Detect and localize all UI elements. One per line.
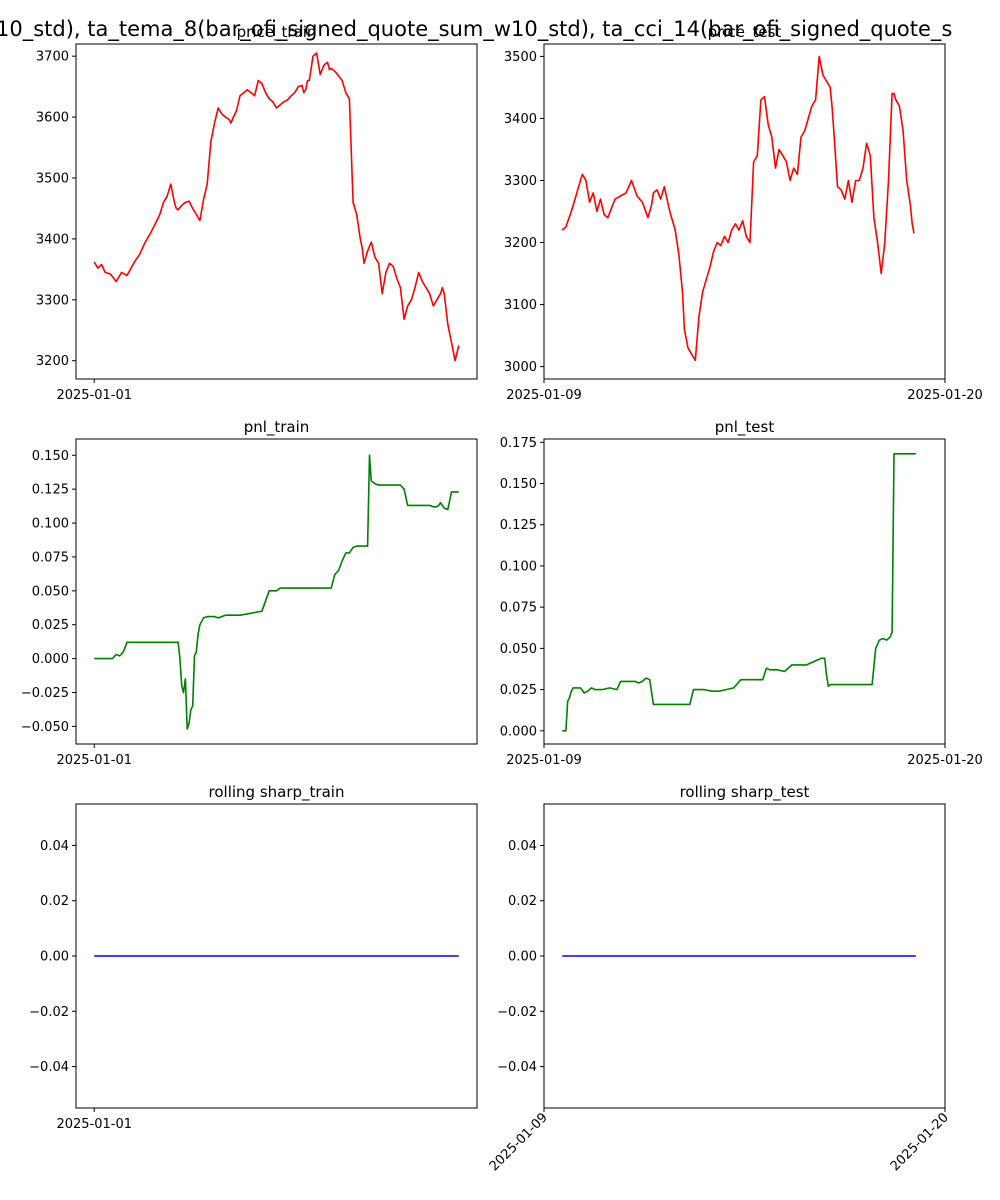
y-tick-label: 0.000 (32, 652, 69, 667)
y-tick-label: 0.04 (508, 839, 537, 854)
y-tick-label: −0.04 (29, 1060, 69, 1075)
figure-suptitle: 10_std), ta_tema_8(bar_ofi_signed_quote_… (0, 17, 1000, 51)
series-line-price_test-0 (561, 55, 915, 362)
x-tick-label: 2025-01-01 (56, 753, 132, 768)
y-tick-label: 3200 (36, 354, 69, 369)
y-tick-label: −0.025 (21, 686, 69, 701)
y-tick-label: 0.125 (500, 518, 537, 533)
y-tick-label: 3500 (504, 50, 537, 65)
series-line-pnl_train-0 (94, 454, 459, 730)
y-tick-label: −0.02 (29, 1005, 69, 1020)
x-tick-label: 2025-01-20 (907, 388, 983, 403)
x-tick-label: 2025-01-20 (888, 1110, 952, 1174)
y-tick-label: 0.04 (40, 839, 69, 854)
subplot-pnl_test: pnl_test 0.000 0.025 0.050 0.075 0.100 0.125 0.… (500, 418, 983, 768)
x-tick-label: 2025-01-09 (506, 388, 582, 403)
y-tick-label: 3300 (504, 174, 537, 189)
series-line-price_train-0 (93, 52, 460, 362)
y-tick-label: 3400 (504, 112, 537, 127)
y-tick-label: 0.150 (32, 449, 69, 464)
y-tick-label: 0.000 (500, 724, 537, 739)
y-tick-label: 0.050 (500, 642, 537, 657)
x-tick-label: 2025-01-01 (56, 388, 132, 403)
y-tick-label: 0.175 (500, 436, 537, 451)
axes-frame (543, 43, 946, 380)
y-tick-label: 0.125 (32, 483, 69, 498)
x-tick-label: 2025-01-01 (56, 1117, 132, 1132)
y-tick-label: −0.050 (21, 720, 69, 735)
y-tick-label: 3100 (504, 298, 537, 313)
axes-frame (75, 43, 478, 380)
subplot-title: pnl_test (715, 418, 775, 437)
subplot-title: price_train (237, 23, 317, 42)
y-tick-label: 0.02 (40, 894, 69, 909)
axes-frame (543, 438, 946, 745)
y-tick-label: 0.02 (508, 894, 537, 909)
y-tick-label: 0.00 (40, 950, 69, 965)
y-tick-label: 0.150 (500, 477, 537, 492)
y-tick-label: 3400 (36, 232, 69, 247)
subplot-rolling_sharp_train: rolling sharp_train −0.04 −0.02 0.00 0.02 0.0… (29, 783, 478, 1132)
x-tick-label: 2025-01-09 (487, 1110, 551, 1174)
x-tick-label: 2025-01-20 (907, 753, 983, 768)
x-tick-label: 2025-01-09 (506, 753, 582, 768)
subplot-title: rolling sharp_test (680, 783, 810, 802)
y-tick-label: 3300 (36, 293, 69, 308)
y-tick-label: 0.075 (500, 601, 537, 616)
subplot-price_test: price_test 3000 3100 3200 3300 3400 3500 2025-0… (504, 23, 983, 403)
y-tick-label: 0.025 (500, 683, 537, 698)
subplot-title: pnl_train (244, 418, 310, 437)
y-tick-label: 3000 (504, 360, 537, 375)
y-tick-label: 3700 (36, 50, 69, 65)
subplot-price_train: price_train 3200 3300 3400 3500 3600 3700 2025-… (36, 23, 478, 403)
suptitle-text: 10_std), ta_tema_8(bar_ofi_signed_quote_… (0, 17, 953, 41)
y-tick-label: 3600 (36, 111, 69, 126)
y-tick-label: −0.04 (497, 1060, 537, 1075)
y-tick-label: 3500 (36, 172, 69, 187)
subplot-pnl_train: pnl_train −0.050 −0.025 0.000 0.025 0.050 0.07… (21, 418, 478, 768)
y-tick-label: 0.100 (32, 517, 69, 532)
y-tick-label: 0.050 (32, 584, 69, 599)
subplot-title: rolling sharp_train (209, 783, 345, 802)
y-tick-label: −0.02 (497, 1005, 537, 1020)
subplot-title: price_test (708, 23, 782, 42)
y-tick-label: 0.025 (32, 618, 69, 633)
series-line-pnl_test-0 (562, 452, 916, 732)
y-tick-label: 0.00 (508, 950, 537, 965)
y-tick-label: 0.075 (32, 550, 69, 565)
y-tick-label: 0.100 (500, 559, 537, 574)
y-tick-label: 3200 (504, 236, 537, 251)
axes-frame (75, 438, 478, 745)
subplot-rolling_sharp_test: rolling sharp_test −0.04 −0.02 0.00 0.02 0.04… (487, 783, 952, 1174)
